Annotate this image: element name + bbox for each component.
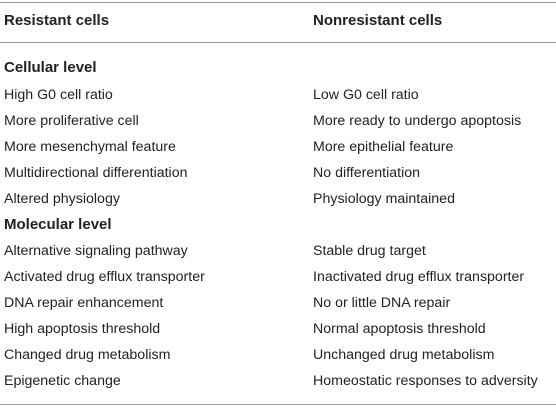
nonresistant-cell: Inactivated drug efflux transporter — [313, 269, 525, 285]
nonresistant-cell: Unchanged drug metabolism — [313, 347, 495, 363]
section-heading-cellular: Cellular level — [0, 55, 556, 81]
table-top-rule — [0, 2, 556, 3]
section-title: Cellular level — [4, 59, 97, 76]
table-header-row: Resistant cells Nonresistant cells — [0, 8, 556, 34]
resistant-cell: Alternative signaling pathway — [4, 243, 188, 259]
table-row: High apoptosis threshold Normal apoptosi… — [0, 316, 556, 342]
nonresistant-cell: Homeostatic responses to adversity — [313, 373, 538, 389]
resistant-cell: Activated drug efflux transporter — [4, 269, 205, 285]
resistant-cell: High apoptosis threshold — [4, 321, 161, 337]
nonresistant-cell: Low G0 cell ratio — [313, 87, 419, 103]
section-heading-molecular: Molecular level — [0, 212, 556, 238]
nonresistant-cell: No differentiation — [313, 165, 421, 181]
table-row: DNA repair enhancement No or little DNA … — [0, 290, 556, 316]
table-row: Alternative signaling pathway Stable dru… — [0, 238, 556, 264]
table-row: Activated drug efflux transporter Inacti… — [0, 264, 556, 290]
table-row: Multidirectional differentiation No diff… — [0, 160, 556, 186]
resistant-cell: Epigenetic change — [4, 373, 121, 389]
nonresistant-cell: More ready to undergo apoptosis — [313, 113, 522, 129]
table-row: High G0 cell ratio Low G0 cell ratio — [0, 82, 556, 108]
nonresistant-cell: No or little DNA repair — [313, 295, 451, 311]
header-resistant-cells: Resistant cells — [4, 12, 110, 29]
table-row: Epigenetic change Homeostatic responses … — [0, 368, 556, 394]
nonresistant-cell: Physiology maintained — [313, 191, 455, 207]
nonresistant-cell: Stable drug target — [313, 243, 426, 259]
table-row: Changed drug metabolism Unchanged drug m… — [0, 342, 556, 368]
section-title: Molecular level — [4, 216, 112, 233]
nonresistant-cell: More epithelial feature — [313, 139, 454, 155]
table-row: More proliferative cell More ready to un… — [0, 108, 556, 134]
resistant-cell: High G0 cell ratio — [4, 87, 113, 103]
resistant-cell: More mesenchymal feature — [4, 139, 176, 155]
table-bottom-rule — [0, 404, 556, 405]
table-row: More mesenchymal feature More epithelial… — [0, 134, 556, 160]
resistant-cell: Multidirectional differentiation — [4, 165, 188, 181]
nonresistant-cell: Normal apoptosis threshold — [313, 321, 486, 337]
resistant-cell: Altered physiology — [4, 191, 120, 207]
header-nonresistant-cells: Nonresistant cells — [313, 12, 443, 29]
table-row: Altered physiology Physiology maintained — [0, 186, 556, 212]
resistant-cell: More proliferative cell — [4, 113, 139, 129]
resistant-cell: DNA repair enhancement — [4, 295, 164, 311]
table-header-rule — [0, 42, 556, 43]
resistant-cell: Changed drug metabolism — [4, 347, 171, 363]
